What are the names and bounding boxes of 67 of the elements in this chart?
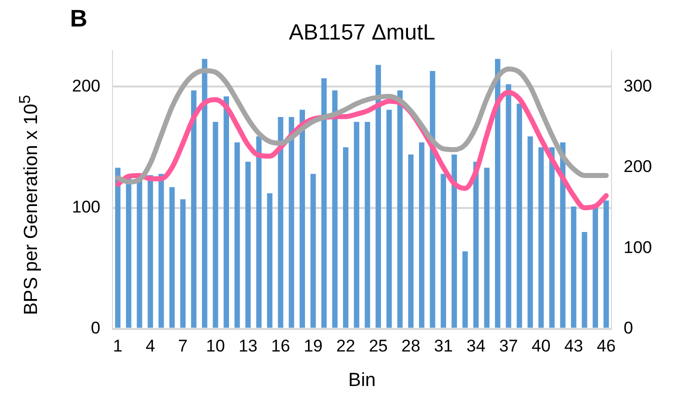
bar (386, 110, 392, 328)
y2-tick-label: 0 (624, 318, 634, 338)
bar (212, 122, 218, 328)
y-tick-label: 100 (72, 197, 100, 216)
chart-title: AB1157 ΔmutL (288, 19, 436, 44)
bar (343, 147, 348, 328)
bar (419, 142, 424, 328)
bar (592, 204, 598, 328)
x-tick-label: 34 (466, 336, 486, 356)
bar (452, 154, 457, 328)
x-tick-label: 22 (336, 336, 356, 356)
bar (321, 78, 327, 328)
bar (267, 193, 272, 328)
x-tick-label: 13 (238, 336, 258, 356)
y-tick-label: 0 (90, 318, 100, 338)
x-tick-label: 1 (113, 336, 123, 356)
bar (310, 174, 316, 328)
x-tick-label: 46 (596, 336, 616, 356)
x-tick-label: 19 (304, 336, 323, 356)
bar (538, 147, 544, 328)
bar (494, 58, 500, 328)
x-tick-label: 40 (532, 336, 551, 356)
bar (300, 110, 305, 328)
y2-tick-label: 100 (624, 238, 652, 257)
x-tick-label: 43 (564, 336, 584, 356)
bar (136, 178, 142, 328)
bar (397, 90, 403, 328)
bar (224, 96, 230, 328)
bar (332, 90, 338, 328)
x-tick-label: 37 (499, 336, 518, 356)
bar (180, 199, 186, 328)
x-tick-label: 31 (434, 336, 453, 356)
y2-tick-label: 300 (624, 76, 652, 96)
bar (191, 90, 196, 328)
bar (278, 116, 284, 328)
x-tick-label: 4 (146, 336, 156, 356)
bar (408, 154, 414, 328)
bar (202, 58, 208, 328)
x-tick-label: 25 (368, 336, 388, 356)
bar (604, 200, 609, 328)
x-axis-title: Bin (348, 370, 376, 391)
x-tick-label: 28 (401, 336, 420, 356)
bar (245, 162, 251, 328)
bar (364, 122, 370, 328)
bar (484, 168, 490, 328)
y2-tick-label: 200 (624, 157, 652, 176)
x-tick-label: 16 (271, 336, 290, 356)
bar (376, 64, 381, 328)
bar (256, 136, 262, 328)
bar (570, 206, 576, 328)
bar (528, 136, 533, 328)
x-tick-label: 7 (178, 336, 188, 356)
bar (126, 177, 132, 328)
bar (582, 232, 588, 328)
bar (158, 174, 164, 328)
x-tick-label: 10 (206, 336, 225, 356)
bar (169, 187, 175, 328)
bar (115, 168, 120, 328)
bar (506, 84, 512, 328)
bar (462, 251, 468, 328)
bar (148, 175, 154, 328)
bar (234, 142, 240, 328)
text: B (70, 6, 88, 33)
bar (440, 174, 446, 328)
y-tick-label: 200 (72, 76, 100, 96)
bar (516, 104, 522, 328)
bar (354, 122, 360, 328)
